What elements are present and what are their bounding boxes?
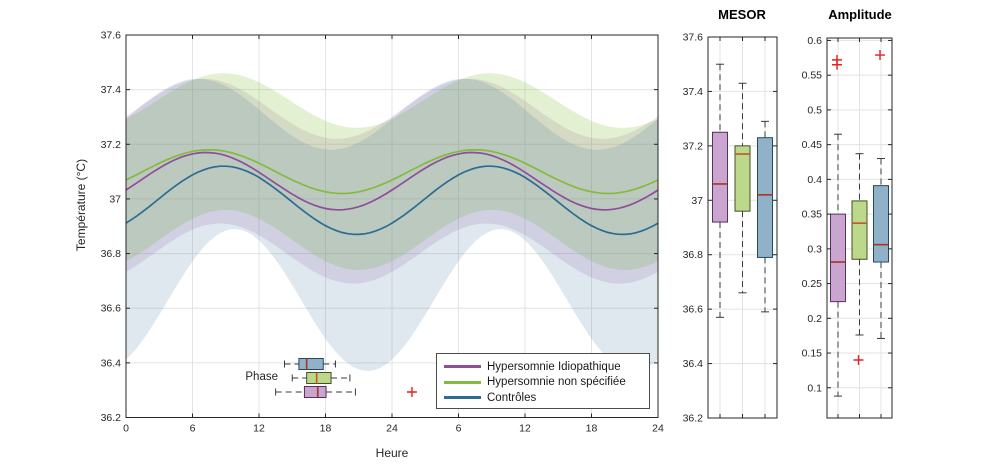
amplitude-panel-title: Amplitude (828, 7, 892, 22)
legend: Hypersomnie Idiopathique Hypersomnie non… (436, 353, 650, 409)
confidence-bands (126, 73, 658, 371)
phase-inset-label: Phase (245, 371, 278, 383)
tick-label: 12 (519, 423, 531, 435)
tick-label: 0.15 (802, 348, 823, 360)
tick-label: 12 (253, 423, 265, 435)
tick-label: 0.6 (807, 35, 822, 47)
tick-label: 36.2 (683, 413, 704, 425)
legend-item: Hypersomnie non spécifiée (444, 375, 649, 391)
tick-label: 37.6 (683, 32, 704, 44)
legend-line-sample (444, 365, 481, 369)
tick-label: 0.5 (807, 104, 822, 116)
tick-label: 37 (691, 195, 703, 207)
ci-band-purple (126, 78, 658, 284)
phase-box-green (291, 372, 351, 384)
phase-inset (275, 358, 417, 398)
mesor: 36.2 36.4 36.6 36.8 37 37.2 37.4 37.6 (683, 32, 778, 425)
tick-label: 36.2 (101, 412, 122, 424)
tick-label: 0.2 (807, 313, 822, 325)
tick-label: 0.45 (802, 139, 823, 151)
tick-label: 36.6 (101, 303, 122, 315)
tick-label: 0.4 (807, 174, 822, 186)
outlier-marker (832, 54, 842, 65)
tick-label: 0.1 (807, 382, 822, 394)
tick-label: 36.4 (683, 358, 704, 370)
legend-item-label: Contrôles (487, 391, 537, 404)
mesor-box-purple (712, 63, 728, 318)
y-axis-label: Température (°C) (74, 158, 88, 252)
tick-label: 37.4 (683, 86, 704, 98)
tick-label: 37.2 (683, 140, 704, 152)
legend-item-label: Hypersomnie Idiopathique (487, 360, 621, 373)
mesor-box-blue (757, 120, 773, 313)
tick-label: 0.3 (807, 243, 822, 255)
legend-line-sample (444, 380, 481, 384)
ci-band-blue (126, 78, 658, 371)
tick-label: 18 (320, 423, 332, 435)
tick-label: 37.2 (101, 139, 122, 151)
legend-item-label: Hypersomnie non spécifiée (487, 376, 626, 389)
legend-item: Contrôles (444, 390, 649, 406)
amplitude-box-blue (873, 50, 889, 339)
outlier-marker (875, 50, 885, 61)
tick-label: 36.8 (683, 249, 704, 261)
legend-line-sample (444, 396, 481, 400)
tick-label: 6 (456, 423, 462, 435)
tick-label: 0 (123, 423, 129, 435)
mesor-panel-title: MESOR (718, 7, 766, 22)
tick-label: 0.35 (802, 209, 823, 221)
main-axes: 0 6 12 18 24 6 12 18 24 36.2 36.4 36.6 36.8 37 37.2 37.… (101, 30, 664, 435)
tick-label: 37 (109, 193, 121, 205)
phase-box-blue (283, 358, 336, 370)
legend-item: Hypersomnie Idiopathique (444, 359, 649, 375)
x-axis-label: Heure (375, 446, 409, 460)
cosinor-curves (125, 148, 659, 236)
series-line-purple (125, 151, 659, 211)
tick-label: 24 (652, 423, 664, 435)
tick-label: 0.55 (802, 70, 823, 82)
phase-box-purple (275, 386, 417, 398)
series-line-green (125, 148, 659, 195)
ci-band-green (126, 73, 658, 270)
mesor-box-green (734, 82, 751, 294)
outlier-marker (406, 387, 417, 397)
outlier-marker (853, 354, 864, 365)
tick-label: 18 (586, 423, 598, 435)
amplitude-box-purple (830, 54, 846, 397)
tick-label: 0.25 (802, 278, 823, 290)
tick-label: 36.4 (101, 357, 122, 369)
tick-label: 36.6 (683, 304, 704, 316)
tick-label: 37.6 (101, 30, 122, 42)
amplitude-box-green (851, 153, 868, 365)
tick-label: 6 (190, 423, 196, 435)
amplitude: 0.1 0.15 0.2 0.25 0.3 0.35 0.4 0.45 0.5 0.55 0.6 (802, 35, 893, 419)
tick-label: 24 (386, 423, 398, 435)
series-line-blue (125, 165, 659, 236)
tick-label: 37.4 (101, 84, 122, 96)
tick-label: 36.8 (101, 248, 122, 260)
